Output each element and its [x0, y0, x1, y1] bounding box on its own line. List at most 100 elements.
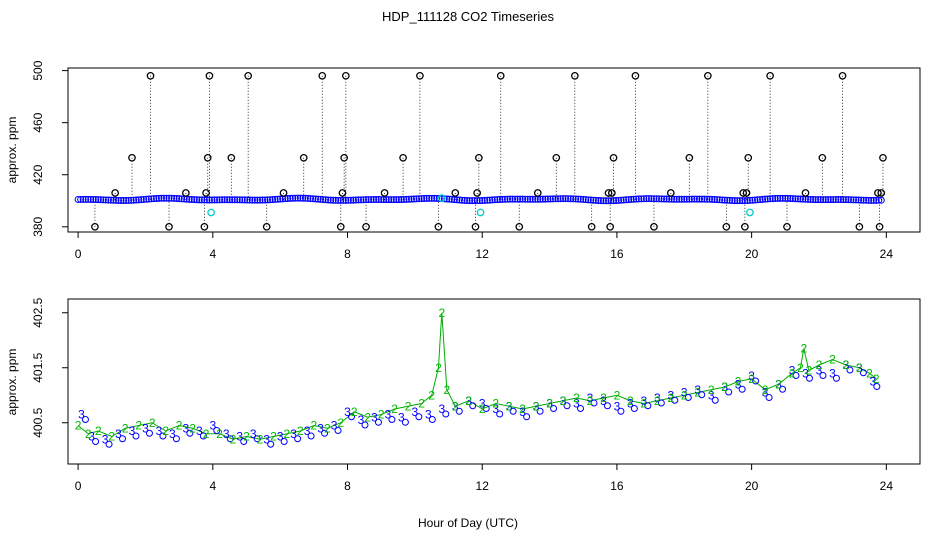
co2-point [231, 196, 239, 204]
co2-point [140, 195, 148, 203]
series-2-marker: 2 [122, 421, 129, 435]
co2-point [839, 196, 847, 204]
co2-point [514, 195, 522, 203]
series-3-marker: 3 [156, 424, 163, 438]
series-3-circle [428, 416, 436, 423]
series-3-marker: 3 [816, 364, 823, 378]
co2-point [670, 195, 678, 203]
raw-reading-point [380, 189, 389, 197]
series-3-circle [859, 369, 867, 377]
co2-point [774, 194, 782, 202]
series-2-marker: 2 [479, 402, 486, 416]
co2-point [531, 195, 539, 203]
x-tick-label: 16 [610, 479, 624, 493]
co2-point [312, 195, 320, 203]
co2-point [743, 196, 751, 204]
co2-point [829, 196, 837, 204]
co2-point [486, 196, 494, 204]
series-2-marker: 2 [654, 394, 661, 408]
calibration-point [437, 194, 446, 203]
x-tick-label: 16 [610, 247, 624, 261]
series-2-marker: 2 [546, 397, 553, 411]
series-3-marker: 3 [641, 394, 648, 408]
co2-point [289, 194, 297, 202]
raw-reading-point [182, 189, 190, 197]
series-3-circle [590, 399, 598, 407]
co2-point [789, 195, 797, 203]
co2-point [546, 195, 554, 203]
co2-point [635, 195, 643, 203]
co2-point [132, 196, 140, 204]
series-3-marker: 3 [829, 366, 836, 380]
co2-point [190, 196, 198, 204]
series-3-circle [563, 402, 571, 410]
raw-reading-point [783, 222, 791, 231]
co2-point [107, 196, 115, 204]
series-2-marker: 2 [806, 364, 813, 378]
co2-point [415, 195, 423, 203]
x-tick-label: 24 [880, 247, 894, 261]
co2-point [466, 197, 474, 205]
raw-reading-point [801, 189, 810, 197]
co2-point [481, 196, 489, 204]
raw-reading-point [146, 71, 155, 80]
series-2-marker: 2 [843, 358, 850, 372]
raw-reading-point [685, 153, 694, 162]
co2-point [349, 196, 357, 204]
co2-point [834, 196, 842, 204]
co2-point [822, 196, 830, 204]
co2-point [771, 194, 779, 202]
series-2-marker: 2 [428, 388, 435, 402]
co2-point [382, 196, 390, 204]
co2-point [673, 195, 681, 203]
co2-point [448, 195, 456, 203]
co2-point [248, 196, 256, 204]
series-3-circle [455, 407, 463, 415]
top-y-axis-label: approx. ppm [5, 117, 19, 184]
series-3-circle [806, 374, 814, 382]
co2-point [367, 196, 375, 204]
co2-point [872, 196, 880, 204]
co2-point [89, 195, 97, 203]
series-2-marker: 2 [856, 361, 863, 375]
raw-reading-point [205, 71, 214, 80]
raw-reading-point [471, 222, 480, 231]
co2-point [711, 196, 719, 204]
co2-point [420, 194, 428, 202]
co2-point [377, 196, 385, 204]
raw-reading-point [838, 71, 847, 80]
bottom-y-axis-label: approx. ppm [5, 349, 19, 416]
raw-reading-point [340, 153, 348, 162]
top-y-axis: 380 420 460 500 [31, 60, 68, 237]
co2-point [274, 195, 282, 203]
co2-point [258, 196, 266, 204]
co2-point [847, 196, 855, 204]
series-3-circle [92, 438, 100, 445]
series-3-circle [725, 388, 733, 396]
co2-point [604, 197, 612, 205]
raw-reading-point [515, 222, 524, 231]
co2-point [819, 196, 827, 204]
series-3-marker: 3 [438, 402, 445, 416]
series-2-marker: 2 [230, 432, 237, 446]
series-3-circle [401, 418, 409, 426]
co2-point [122, 196, 130, 204]
co2-point [362, 196, 370, 204]
co2-point [120, 196, 128, 204]
series-3-circle [536, 407, 544, 415]
series-2-marker: 2 [405, 399, 412, 413]
co2-point [208, 196, 216, 204]
series-3-marker: 3 [519, 405, 526, 419]
co2-point [407, 195, 415, 203]
raw-reading-point [227, 153, 236, 162]
series-2-marker: 2 [351, 405, 358, 419]
co2-point [299, 194, 307, 202]
series-3-circle [374, 418, 382, 426]
co2-point [425, 194, 433, 202]
co2-point [102, 196, 110, 204]
co2-point [511, 195, 519, 203]
series-2-marker: 2 [667, 391, 674, 405]
series-3-marker: 3 [196, 424, 203, 438]
co2-point [610, 197, 618, 205]
co2-point [178, 195, 186, 203]
